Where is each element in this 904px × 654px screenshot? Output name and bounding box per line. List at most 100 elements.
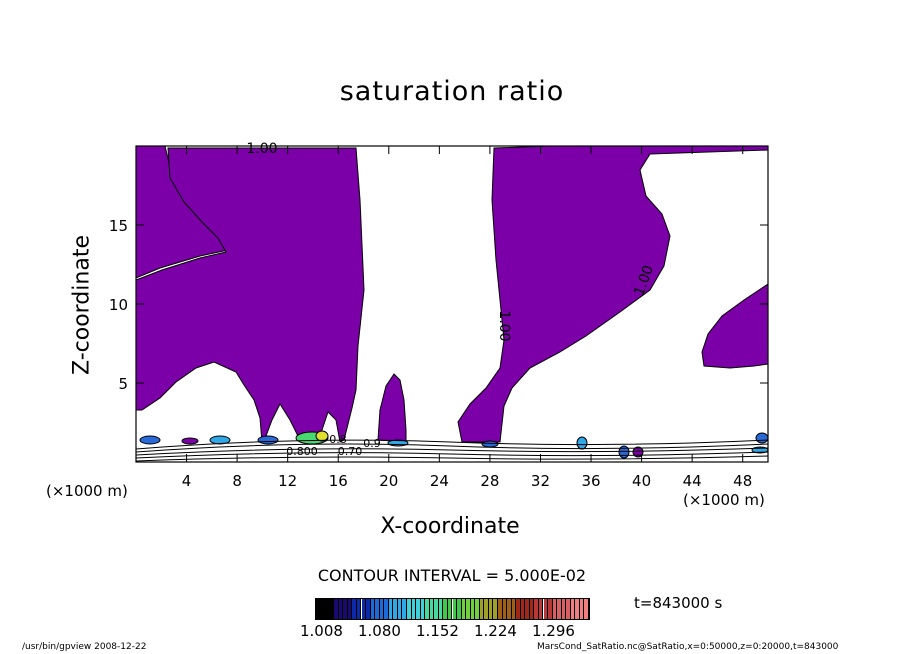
x-tick-label: 44 bbox=[683, 472, 702, 490]
colorbar-segment bbox=[466, 599, 471, 619]
contour-label: 0.8 bbox=[329, 433, 347, 446]
colorbar-segment bbox=[470, 599, 476, 619]
colorbar-segment bbox=[484, 599, 489, 619]
footer-program: /usr/bin/gpview 2008-12-22 bbox=[22, 642, 147, 652]
colorbar-segment bbox=[579, 599, 585, 619]
contour-interval-text: CONTOUR INTERVAL = 5.000E-02 bbox=[317, 566, 587, 585]
colorbar-segment bbox=[356, 599, 362, 619]
colorbar-segment bbox=[397, 599, 403, 619]
colorbar-segment bbox=[516, 599, 521, 619]
colorbar-segment bbox=[488, 599, 494, 619]
x-tick-label: 24 bbox=[430, 472, 449, 490]
colorbar-tick-label: 1.224 bbox=[474, 622, 517, 640]
colorbar-segment bbox=[443, 599, 448, 619]
colorbar-segment bbox=[429, 599, 435, 619]
x-tick-label: 36 bbox=[581, 472, 600, 490]
colorbar-tick-label: 1.080 bbox=[358, 622, 401, 640]
saturation-region-main bbox=[136, 147, 365, 444]
colorbar-segment bbox=[325, 599, 330, 619]
colorbar-segment bbox=[525, 599, 530, 619]
colorbar-segment bbox=[493, 599, 498, 619]
colorbar-segment bbox=[402, 599, 407, 619]
x-axis-label: X-coordinate bbox=[380, 514, 520, 539]
colorbar-segment bbox=[534, 599, 539, 619]
colorbar-segment bbox=[475, 599, 480, 619]
colorbar-segment bbox=[447, 599, 453, 619]
colorbar-segment bbox=[438, 599, 444, 619]
colorbar-segment bbox=[479, 599, 485, 619]
colorbar-segment bbox=[366, 599, 371, 619]
footer-source: MarsCond_SatRatio.nc@SatRatio,x=0:50000,… bbox=[537, 642, 839, 652]
colorbar-segment bbox=[520, 599, 526, 619]
colorbar-segment bbox=[407, 599, 412, 619]
colorbar-segment bbox=[561, 599, 567, 619]
saturation-region-tongue bbox=[377, 373, 407, 443]
x-tick-label: 12 bbox=[278, 472, 297, 490]
colorbar-segment bbox=[557, 599, 562, 619]
surface-contour-lines bbox=[136, 439, 768, 462]
colorbar-segment bbox=[379, 599, 385, 619]
near-surface-blobs bbox=[139, 430, 768, 459]
saturation-region-far-right bbox=[701, 283, 768, 369]
colorbar-segment bbox=[343, 599, 348, 619]
colorbar-segment bbox=[584, 599, 589, 619]
x-tick-label: 8 bbox=[232, 472, 242, 490]
colorbar-tick-label: 1.152 bbox=[416, 622, 459, 640]
colorbar-segment bbox=[552, 599, 558, 619]
x-tick-label: 20 bbox=[379, 472, 398, 490]
colorbar-segment bbox=[452, 599, 458, 619]
x-tick-label: 16 bbox=[329, 472, 348, 490]
x-tick-label: 28 bbox=[480, 472, 499, 490]
colorbar-segment bbox=[575, 599, 580, 619]
colorbar-segment bbox=[352, 599, 357, 619]
colorbar-segment bbox=[338, 599, 344, 619]
colorbar-segment bbox=[566, 599, 571, 619]
x-tick-label: 32 bbox=[531, 472, 550, 490]
contour-label: 1.00 bbox=[496, 310, 512, 341]
colorbar bbox=[315, 598, 590, 620]
colorbar-segment bbox=[457, 599, 462, 619]
colorbar-segment bbox=[361, 599, 367, 619]
contour-label: 0.800 bbox=[286, 445, 318, 458]
colorbar-segment bbox=[420, 599, 426, 619]
colorbar-segment bbox=[334, 599, 339, 619]
time-label: t=843000 s bbox=[634, 594, 723, 612]
colorbar-segment bbox=[502, 599, 508, 619]
colorbar-segment bbox=[507, 599, 512, 619]
x-unit-label-right: (×1000 m) bbox=[683, 491, 765, 509]
contour-label: 0.70 bbox=[338, 445, 363, 458]
colorbar-segment bbox=[416, 599, 421, 619]
colorbar-segment bbox=[543, 599, 549, 619]
x-unit-label-left: (×1000 m) bbox=[46, 482, 128, 500]
colorbar-segment bbox=[329, 599, 335, 619]
colorbar-segment bbox=[411, 599, 417, 619]
colorbar-tick-label: 1.008 bbox=[300, 622, 343, 640]
colorbar-segment bbox=[570, 599, 576, 619]
colorbar-segment bbox=[461, 599, 467, 619]
x-tick-label: 48 bbox=[733, 472, 752, 490]
y-tick-label: 15 bbox=[109, 217, 128, 235]
colorbar-segment bbox=[434, 599, 439, 619]
colorbar-segment bbox=[347, 599, 353, 619]
colorbar-segment bbox=[370, 599, 376, 619]
colorbar-segment bbox=[320, 599, 326, 619]
colorbar-segment bbox=[425, 599, 430, 619]
colorbar-tick-labels: 1.008 1.080 1.152 1.224 1.296 bbox=[300, 622, 590, 640]
colorbar-segment bbox=[529, 599, 535, 619]
contour-label: 0.9 bbox=[363, 437, 381, 450]
colorbar-tick-label: 1.296 bbox=[532, 622, 575, 640]
colorbar-segment bbox=[316, 599, 321, 619]
y-axis-label: Z-coordinate bbox=[69, 235, 95, 375]
colorbar-segment bbox=[511, 599, 517, 619]
colorbar-segment bbox=[498, 599, 503, 619]
chart-title: saturation ratio bbox=[339, 76, 565, 107]
colorbar-segment bbox=[384, 599, 389, 619]
colorbar-segment bbox=[375, 599, 380, 619]
y-tick-label: 5 bbox=[118, 375, 128, 393]
contour-label: 1.00 bbox=[246, 141, 277, 157]
y-tick-label: 10 bbox=[109, 296, 128, 314]
colorbar-segment bbox=[388, 599, 394, 619]
saturation-region-right bbox=[457, 146, 768, 443]
